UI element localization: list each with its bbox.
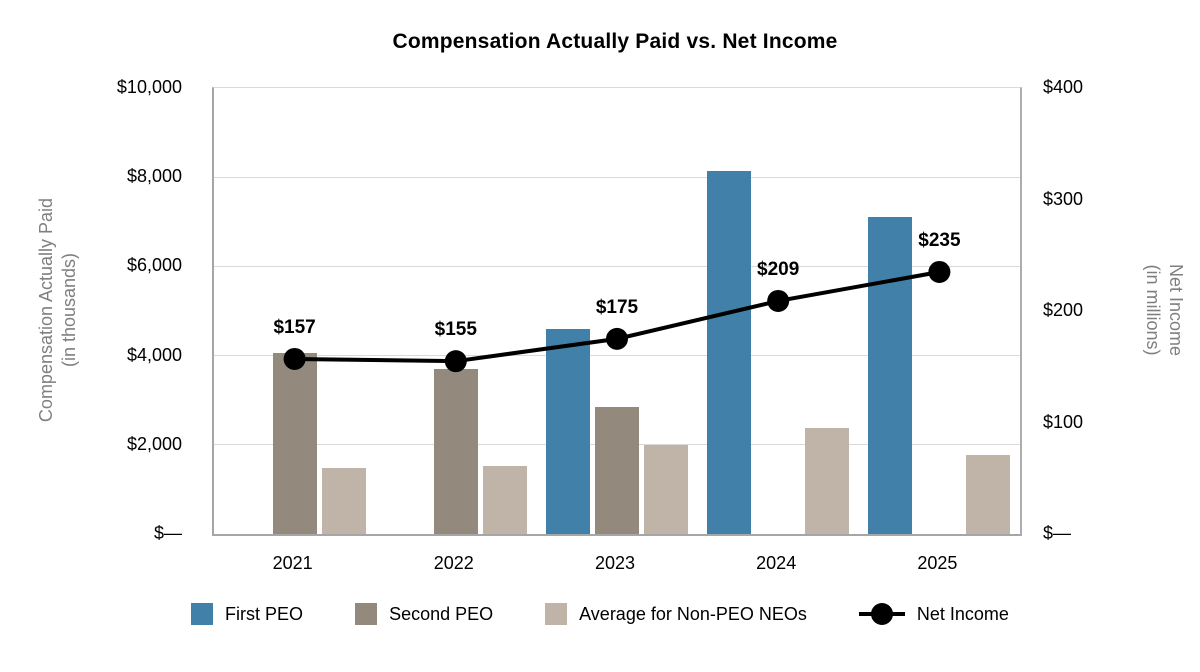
left-axis-title-line1: Compensation Actually Paid bbox=[36, 197, 56, 423]
right-axis-tick-0: $— bbox=[1043, 523, 1072, 543]
left-axis-title: Compensation Actually Paid (in thousands… bbox=[35, 198, 81, 422]
gridline-8000 bbox=[214, 176, 1020, 178]
legend-label-first-peo: First PEO bbox=[225, 603, 304, 624]
legend-swatch-second-peo bbox=[355, 603, 378, 625]
bar-average-for-non-peo-neos-2023 bbox=[644, 444, 688, 534]
right-axis-tick-300: $300 bbox=[1043, 188, 1084, 209]
bar-second-peo-2022 bbox=[433, 368, 478, 534]
net-income-label-2024: $209 bbox=[757, 258, 800, 280]
net-income-marker-2025 bbox=[928, 260, 951, 283]
x-axis-label-2022: 2022 bbox=[433, 553, 474, 573]
legend-swatch-average-for-non-peo-neos bbox=[545, 603, 568, 625]
right-axis-title-line2: (in millions) bbox=[1143, 264, 1163, 356]
left-axis-tick-8000: $8,000 bbox=[126, 166, 182, 187]
legend-line-marker bbox=[870, 603, 893, 625]
net-income-label-2025: $235 bbox=[918, 229, 961, 251]
bar-average-for-non-peo-neos-2024 bbox=[805, 427, 850, 534]
net-income-label-2023: $175 bbox=[595, 296, 639, 318]
legend-item-first-peo: First PEO bbox=[191, 603, 303, 625]
right-axis-tick-100: $100 bbox=[1043, 411, 1084, 432]
left-axis-tick-10000: $10,000 bbox=[116, 77, 182, 97]
x-axis-label-2021: 2021 bbox=[272, 553, 313, 573]
legend-label-net-income: Net Income bbox=[916, 603, 1009, 624]
chart-title: Compensation Actually Paid vs. Net Incom… bbox=[392, 30, 838, 53]
legend-item-average-for-non-peo-neos: Average for Non-PEO NEOs bbox=[545, 603, 807, 625]
left-axis-title-line2: (in thousands) bbox=[59, 252, 79, 368]
legend-label-second-peo: Second PEO bbox=[389, 603, 494, 624]
legend-item-second-peo: Second PEO bbox=[355, 603, 493, 625]
net-income-marker-2024 bbox=[767, 289, 790, 312]
left-axis-tick-6000: $6,000 bbox=[126, 255, 182, 276]
bar-second-peo-2023 bbox=[595, 407, 639, 534]
right-axis-tick-400: $400 bbox=[1043, 77, 1084, 97]
bar-second-peo-2021 bbox=[272, 352, 317, 534]
right-axis-title-line1: Net Income bbox=[1166, 263, 1186, 357]
legend: First PEO Second PEO Average for Non-PEO N… bbox=[0, 603, 1200, 625]
legend-swatch-first-peo bbox=[191, 603, 214, 625]
left-axis-tick-4000: $4,000 bbox=[126, 344, 182, 365]
bar-first-peo-2023 bbox=[546, 328, 590, 534]
net-income-marker-2023 bbox=[606, 327, 628, 350]
left-axis-tick-0: $— bbox=[153, 523, 182, 543]
net-income-label-2022: $155 bbox=[434, 319, 477, 341]
legend-item-net-income: Net Income bbox=[858, 603, 1009, 625]
bar-average-for-non-peo-neos-2022 bbox=[482, 466, 527, 534]
right-axis-tick-200: $200 bbox=[1043, 300, 1084, 320]
gridline-6000 bbox=[214, 265, 1020, 267]
bar-average-for-non-peo-neos-2021 bbox=[321, 468, 366, 534]
legend-line-dot-icon bbox=[858, 603, 905, 625]
bar-first-peo-2025 bbox=[868, 217, 913, 534]
net-income-label-2021: $157 bbox=[273, 316, 316, 338]
plot-area: $157 $155 $175 $209 $235 bbox=[212, 87, 1022, 536]
legend-label-average-for-non-peo-neos: Average for Non-PEO NEOs bbox=[579, 603, 807, 624]
right-axis-title: Net Income (in millions) bbox=[1141, 264, 1187, 356]
bar-first-peo-2024 bbox=[707, 170, 752, 534]
x-axis-label-2023: 2023 bbox=[594, 553, 636, 573]
left-axis-tick-2000: $2,000 bbox=[126, 433, 182, 454]
bar-average-for-non-peo-neos-2025 bbox=[966, 454, 1011, 534]
x-axis-label-2024: 2024 bbox=[756, 553, 797, 573]
x-axis-label-2025: 2025 bbox=[917, 553, 958, 573]
